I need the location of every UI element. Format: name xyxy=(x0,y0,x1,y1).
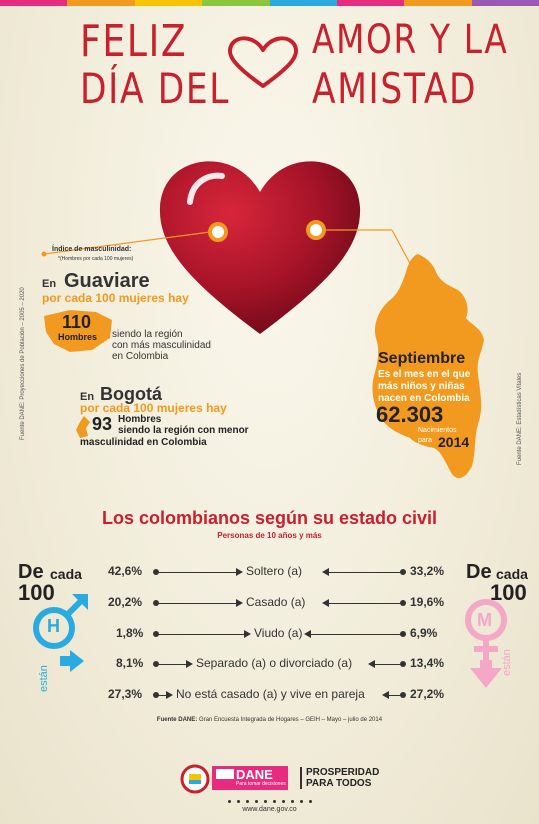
men-pct: 8,1% xyxy=(116,656,144,670)
bogota-prefix: En xyxy=(80,391,95,403)
guaviare-value: 110 xyxy=(62,312,92,332)
bogota-name: Bogotá xyxy=(100,384,162,404)
colombia-seal-icon xyxy=(180,764,210,794)
september-title: Septiembre xyxy=(378,350,466,367)
guaviare-desc-2: con más masculinidad xyxy=(112,340,211,351)
footer-dots xyxy=(0,797,539,803)
colombia-map xyxy=(372,254,484,479)
men-pct: 42,6% xyxy=(108,564,143,578)
bogota-desc-2: masculinidad en Colombia xyxy=(80,437,207,448)
dane-tagline: Para tomar decisiones xyxy=(236,781,286,787)
title-dia-del: DÍA DEL xyxy=(80,64,231,113)
men-100: 100 xyxy=(18,580,55,605)
september-year: 2014 xyxy=(438,434,470,450)
men-de: De xyxy=(18,561,44,583)
title-amistad: AMISTAD xyxy=(312,64,478,113)
men-letter: H xyxy=(47,616,60,636)
women-letter: M xyxy=(477,610,492,630)
prosperidad-line1: PROSPERIDAD xyxy=(306,767,380,778)
civil-title: Los colombianos según su estado civil xyxy=(101,508,438,528)
civil-label: No está casado (a) y vive en pareja xyxy=(176,687,365,701)
civil-source: Fuente DANE: Gran Encuesta Integrada de … xyxy=(0,717,539,723)
september-value: 62.303 xyxy=(376,402,444,427)
source-right-vertical: Fuente DANE: Estadísticas Vitales xyxy=(517,372,523,465)
september-desc-2: más niños y niñas xyxy=(378,381,465,392)
civil-row: 42,6% Soltero (a) 33,2% xyxy=(0,564,539,584)
index-subtitle: *(Hombres por cada 100 mujeres) xyxy=(58,256,134,262)
men-cada: cada xyxy=(50,566,82,582)
women-cada: cada xyxy=(496,566,528,582)
guaviare-prefix: En xyxy=(42,278,57,290)
civil-label: Separado (a) o divorciado (a) xyxy=(196,656,353,670)
guaviare-desc-3: en Colombia xyxy=(112,351,169,362)
source-left-vertical: Fuente DANE: Proyecciones de Población –… xyxy=(20,287,26,440)
guaviare-desc-1: siendo la región xyxy=(112,329,183,340)
women-pct: 6,9% xyxy=(410,626,438,640)
women-pct: 27,2% xyxy=(410,687,445,701)
male-arrow-icon xyxy=(60,650,84,672)
september-desc-3: nacen en Colombia xyxy=(378,393,470,404)
september-para: para xyxy=(418,437,433,444)
female-symbol-icon xyxy=(465,599,507,688)
color-top-bar xyxy=(0,0,539,6)
index-title: Índice de masculinidad: xyxy=(52,246,132,253)
women-100: 100 xyxy=(490,580,527,605)
footer-url[interactable]: www.dane.gov.co xyxy=(242,806,297,813)
big-heart-icon xyxy=(159,161,361,334)
women-pct: 33,2% xyxy=(410,564,445,578)
civil-subtitle: Personas de 10 años y más xyxy=(217,531,322,540)
dane-logo: DANE Para tomar decisiones xyxy=(212,766,288,790)
heart-outline-icon xyxy=(227,36,299,88)
september-desc-1: Es el mes en el que xyxy=(378,369,471,380)
title-feliz: FELIZ xyxy=(80,16,188,67)
civil-label: Casado (a) xyxy=(246,595,306,609)
women-pct: 13,4% xyxy=(410,656,445,670)
bogota-shape xyxy=(76,416,90,438)
guaviare-name: Guaviare xyxy=(64,270,150,292)
prosperidad-line2: PARA TODOS xyxy=(306,778,372,789)
guaviare-unit: Hombres xyxy=(58,332,98,342)
guaviare-per: por cada 100 mujeres hay xyxy=(42,291,189,305)
women-de: De xyxy=(466,561,492,583)
men-pct: 20,2% xyxy=(108,595,143,609)
bogota-unit: Hombres xyxy=(118,414,162,425)
bogota-value: 93 xyxy=(92,414,113,434)
prosperidad-logo: PROSPERIDAD PARA TODOS xyxy=(300,767,379,789)
civil-label: Viudo (a) xyxy=(254,626,303,640)
civil-source-text: Gran Encuesta Integrada de Hogares – GEI… xyxy=(198,717,383,723)
dane-wordmark: DANE xyxy=(236,767,273,782)
guaviare-shape xyxy=(44,310,112,352)
men-pct: 1,8% xyxy=(116,626,144,640)
title-amor-y-la: AMOR Y LA xyxy=(312,17,509,63)
bogota-desc-1: siendo la región con menor xyxy=(118,425,249,436)
civil-label: Soltero (a) xyxy=(246,564,303,578)
men-pct: 27,3% xyxy=(108,687,143,701)
civil-row: 1,8% Viudo (a) 6,9% xyxy=(0,626,539,646)
civil-source-bold: Fuente DANE: xyxy=(156,717,198,723)
civil-row: 8,1% Separado (a) o divorciado (a) 13,4% xyxy=(0,656,539,676)
women-pct: 19,6% xyxy=(410,595,445,609)
civil-row: 20,2% Casado (a) 19,6% xyxy=(0,595,539,615)
male-symbol-icon xyxy=(33,594,88,649)
civil-row: 27,3% No está casado (a) y vive en parej… xyxy=(0,687,539,707)
bogota-per: por cada 100 mujeres hay xyxy=(80,401,227,415)
september-unit: Nacimientos xyxy=(418,427,457,434)
